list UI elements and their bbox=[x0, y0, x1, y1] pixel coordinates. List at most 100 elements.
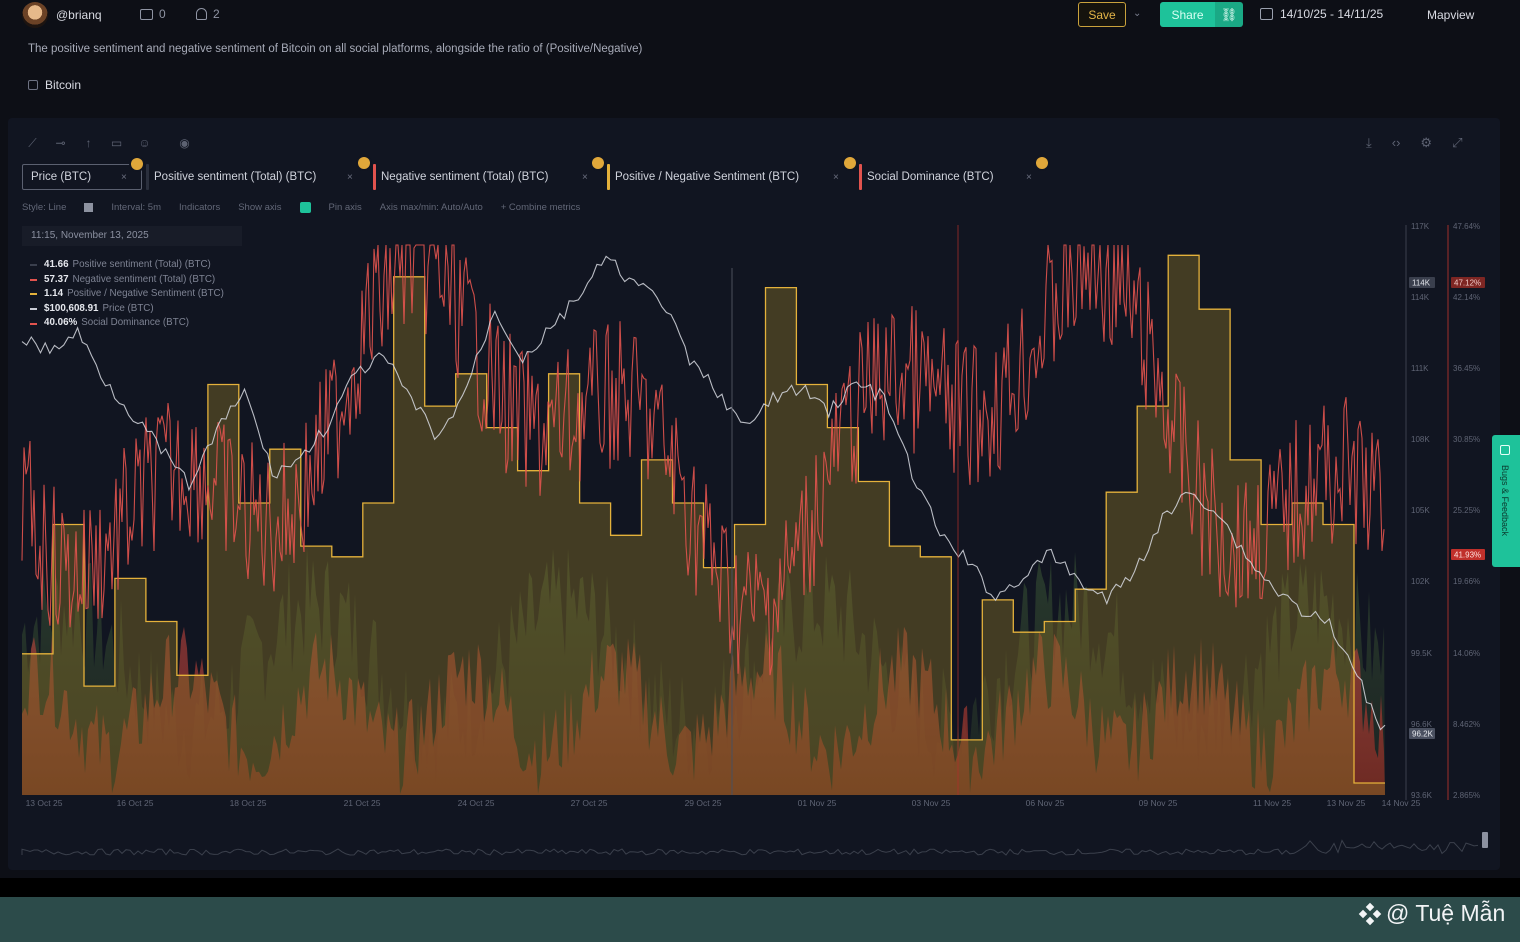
negative-sentiment-area bbox=[22, 626, 1385, 795]
price-axis-tick: 117K bbox=[1411, 222, 1430, 231]
note-icon[interactable]: ▭ bbox=[110, 136, 123, 150]
legend-row: 41.66 Positive sentiment (Total) (BTC) bbox=[30, 258, 224, 273]
metric-tab-label: Positive / Negative Sentiment (BTC) bbox=[615, 171, 800, 183]
avatar[interactable] bbox=[22, 2, 48, 28]
settings-dot-icon[interactable] bbox=[358, 157, 370, 169]
date-range-picker[interactable]: 14/10/25 - 14/11/25 bbox=[1260, 7, 1383, 21]
comments-stat[interactable]: 0 bbox=[140, 7, 166, 21]
close-icon[interactable]: × bbox=[833, 171, 839, 183]
settings-dot-icon[interactable] bbox=[1036, 157, 1048, 169]
x-tick-label: 14 Nov 25 bbox=[1382, 798, 1421, 808]
diamond-logo-icon bbox=[1358, 902, 1382, 925]
dominance-axis-tick: 19.66% bbox=[1453, 577, 1480, 586]
x-tick-label: 24 Oct 25 bbox=[458, 798, 495, 808]
asset-label: Bitcoin bbox=[45, 78, 82, 92]
price-low-badge: 96.2K bbox=[1412, 730, 1434, 739]
username[interactable]: @brianq bbox=[56, 8, 102, 22]
metric-tab-negative[interactable]: Negative sentiment (Total) (BTC) × bbox=[373, 157, 604, 190]
price-axis-tick: 105K bbox=[1411, 506, 1430, 515]
price-axis-tick: 114K bbox=[1411, 293, 1430, 302]
comments-count: 0 bbox=[159, 7, 166, 21]
x-tick-label: 09 Nov 25 bbox=[1139, 798, 1178, 808]
settings-dot-icon[interactable] bbox=[844, 157, 856, 169]
close-icon[interactable]: × bbox=[1026, 171, 1032, 183]
x-tick-label: 11 Nov 25 bbox=[1253, 798, 1291, 808]
emoji-icon[interactable]: ☺ bbox=[138, 136, 151, 150]
chart-description: The positive sentiment and negative sent… bbox=[28, 43, 643, 55]
chart-canvas[interactable]: 13 Oct 25 16 Oct 25 18 Oct 25 21 Oct 25 24 O… bbox=[0, 0, 1520, 880]
arrow-up-icon[interactable]: ↑ bbox=[85, 136, 92, 150]
pin-axis-toggle[interactable]: Pin axis bbox=[328, 202, 362, 213]
download-icon[interactable]: ⤓ bbox=[1366, 135, 1372, 150]
interval-select[interactable]: Interval: 5m bbox=[111, 202, 162, 213]
dominance-marker-badge: 41.93% bbox=[1454, 551, 1481, 560]
metric-tab-positive[interactable]: Positive sentiment (Total) (BTC) × bbox=[146, 157, 370, 190]
axis-minmax-select[interactable]: Axis max/min: Auto/Auto bbox=[379, 202, 483, 213]
dominance-marker-badge-bg bbox=[1451, 549, 1485, 560]
close-icon[interactable]: × bbox=[121, 171, 127, 183]
chevron-down-icon[interactable]: ⌄ bbox=[1133, 8, 1142, 19]
metric-tab-ratio[interactable]: Positive / Negative Sentiment (BTC) × bbox=[607, 157, 856, 190]
share-button[interactable]: Share bbox=[1160, 2, 1215, 27]
combine-metrics-button[interactable]: + Combine metrics bbox=[500, 202, 581, 213]
price-axis-tick: 93.6K bbox=[1411, 791, 1433, 800]
color-swatch[interactable] bbox=[84, 203, 94, 212]
horizontal-line-icon[interactable]: ⊸ bbox=[55, 136, 66, 150]
feedback-tab[interactable]: Bugs & Feedback bbox=[1492, 435, 1520, 567]
show-axis-toggle[interactable]: Show axis bbox=[238, 202, 282, 213]
followers-stat[interactable]: 2 bbox=[196, 7, 220, 21]
gear-icon[interactable]: ⚙ bbox=[1420, 135, 1433, 150]
x-tick-label: 01 Nov 25 bbox=[798, 798, 837, 808]
watermark: @ Tuệ Mẫn bbox=[1358, 900, 1506, 927]
followers-count: 2 bbox=[213, 7, 220, 21]
mapview-button[interactable]: Mapview bbox=[1427, 8, 1475, 22]
price-line bbox=[21, 255, 1386, 731]
metric-tab-label: Social Dominance (BTC) bbox=[867, 171, 994, 183]
price-axis-tick: 102K bbox=[1411, 577, 1430, 586]
indicators-select[interactable]: Indicators bbox=[179, 202, 221, 213]
watermark-text: @ Tuệ Mẫn bbox=[1386, 900, 1506, 926]
dominance-current-badge: 47.12% bbox=[1454, 279, 1481, 288]
navigator-handle bbox=[1482, 832, 1488, 848]
metric-tab-dominance[interactable]: Social Dominance (BTC) × bbox=[859, 157, 1049, 190]
eye-icon[interactable]: ◉ bbox=[179, 136, 190, 150]
top-bar: @brianq 0 2 Save ⌄ Share ⛓ 14/10/25 - 14… bbox=[0, 0, 1520, 30]
dominance-axis-tick: 2.865% bbox=[1453, 791, 1480, 800]
metric-tab-price[interactable]: Price (BTC) × bbox=[22, 158, 143, 190]
drawing-toolbar: ⟋ ⊸ ↑ ▭ ☺ ◉ bbox=[26, 136, 191, 151]
link-icon[interactable]: ⛓ bbox=[1215, 2, 1243, 27]
legend-row: 40.06% Social Dominance (BTC) bbox=[30, 316, 224, 331]
metric-tab-label: Price (BTC) bbox=[31, 171, 92, 183]
coin-icon bbox=[28, 80, 38, 90]
show-axis-checkbox[interactable] bbox=[299, 202, 311, 213]
comment-icon bbox=[140, 8, 153, 20]
legend-row: 1.14 Positive / Negative Sentiment (BTC) bbox=[30, 287, 224, 302]
settings-dot-icon[interactable] bbox=[592, 157, 604, 169]
x-tick-label: 06 Nov 25 bbox=[1026, 798, 1065, 808]
dominance-current-badge-bg bbox=[1451, 277, 1485, 288]
price-axis-tick: 111K bbox=[1411, 364, 1429, 373]
user-icon bbox=[196, 8, 207, 20]
series-color-bar bbox=[373, 164, 376, 190]
x-tick-label: 16 Oct 25 bbox=[117, 798, 154, 808]
dominance-axis-tick: 36.45% bbox=[1453, 364, 1480, 373]
close-icon[interactable]: × bbox=[582, 171, 588, 183]
settings-dot-icon[interactable] bbox=[131, 158, 143, 170]
save-button[interactable]: Save bbox=[1078, 2, 1126, 27]
asset-tag[interactable]: Bitcoin bbox=[28, 78, 81, 92]
embed-code-icon[interactable]: ‹› bbox=[1391, 135, 1401, 150]
close-icon[interactable]: × bbox=[347, 171, 353, 183]
dominance-axis-tick: 42.14% bbox=[1453, 293, 1480, 302]
legend-row: $100,608.91 Price (BTC) bbox=[30, 302, 224, 317]
x-tick-label: 27 Oct 25 bbox=[571, 798, 608, 808]
price-current-badge-bg bbox=[1409, 277, 1435, 288]
dominance-axis-tick: 25.25% bbox=[1453, 506, 1480, 515]
price-axis-tick: 96.6K bbox=[1411, 720, 1433, 729]
social-dominance-line bbox=[21, 244, 1385, 676]
line-tool-icon[interactable]: ⟋ bbox=[28, 136, 37, 150]
series-color-bar bbox=[146, 164, 149, 190]
dominance-axis-tick: 8.462% bbox=[1453, 720, 1480, 729]
fullscreen-icon[interactable]: ⤢ bbox=[1452, 135, 1463, 150]
metric-settings-row: Style: Line Interval: 5m Indicators Show… bbox=[22, 202, 580, 213]
style-select[interactable]: Style: Line bbox=[22, 202, 67, 213]
